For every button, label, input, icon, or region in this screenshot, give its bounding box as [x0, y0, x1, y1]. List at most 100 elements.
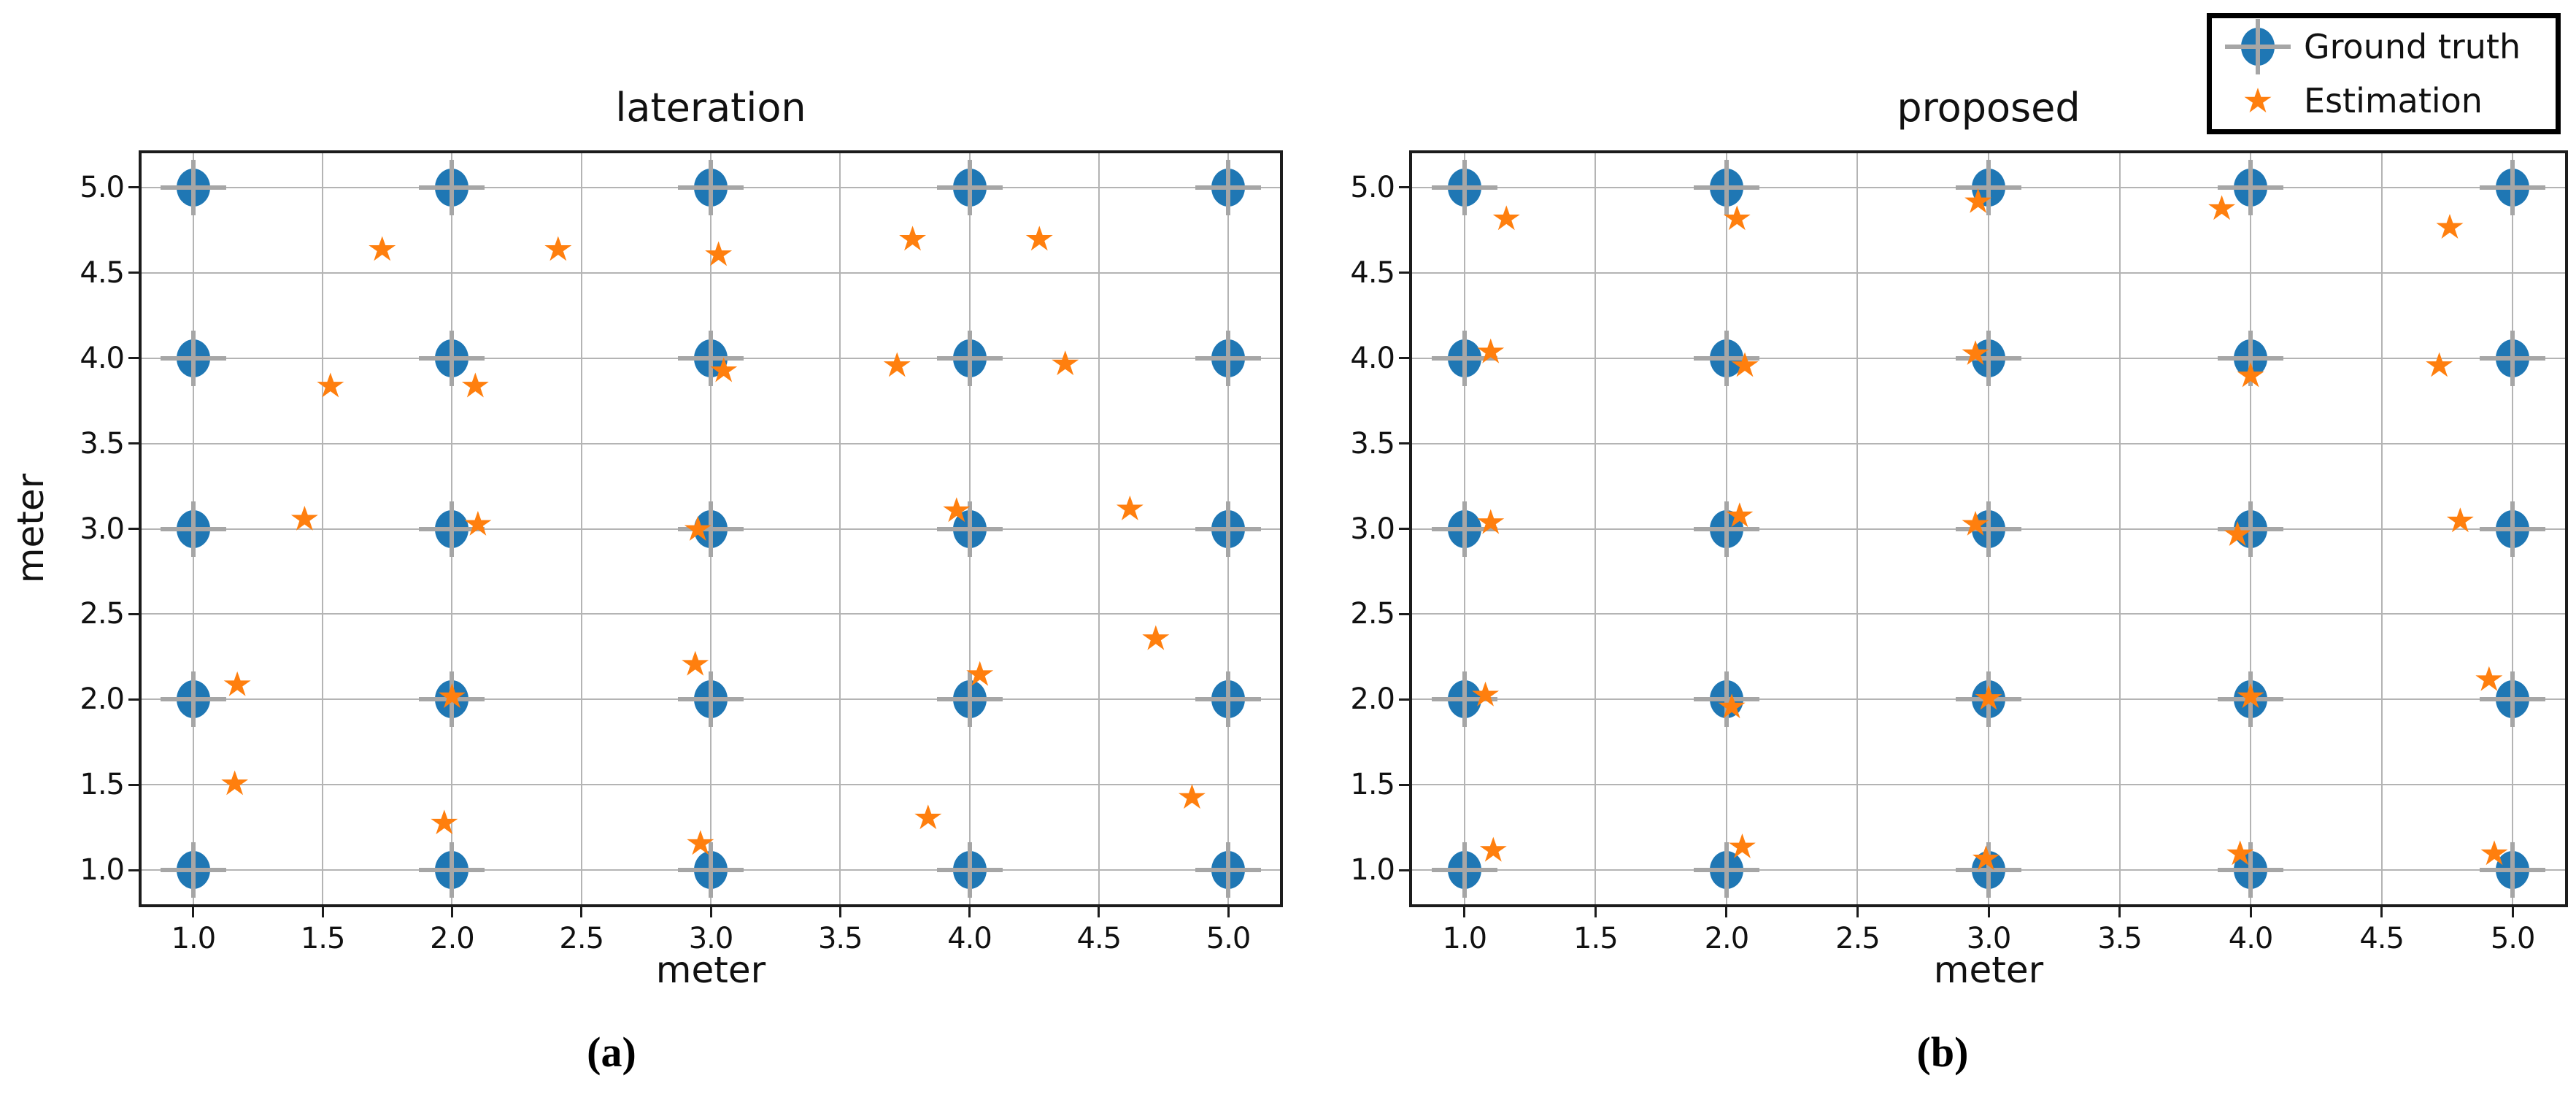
ground-truth-marker	[1956, 841, 2021, 899]
ground-truth-marker	[678, 500, 744, 558]
x-tick-mark	[1227, 907, 1230, 917]
x-tick-mark	[321, 907, 324, 917]
axes-area: 1.0 1.5 2.0 2.5 3.0 3.5 4.0 4.5 5.0 1.0 1.5 2.0 2.5 3…	[1350, 150, 2568, 955]
x-tick-mark	[2511, 907, 2514, 917]
ground-truth-marker	[936, 670, 1003, 728]
estimation-marker	[1142, 625, 1170, 650]
estimation-marker	[2426, 352, 2453, 377]
estimation-marker	[2436, 214, 2464, 239]
x-tick-label: 3.5	[2097, 922, 2143, 955]
y-tick-mark	[1399, 186, 1409, 189]
ground-truth-marker	[1195, 670, 1262, 728]
grid-line-horizontal	[1412, 272, 2565, 274]
y-tick-label: 2.0	[80, 682, 125, 717]
grid-line-horizontal	[1412, 613, 2565, 615]
x-tick-label: 4.5	[2359, 922, 2405, 955]
y-tick-label: 5.0	[1350, 170, 1395, 204]
y-tick-label: 2.5	[80, 597, 125, 631]
y-tick-label: 5.0	[80, 170, 125, 204]
plot-title: proposed	[1897, 85, 2081, 131]
ground-truth-marker-icon	[2212, 19, 2304, 75]
y-tick-label: 4.5	[1350, 255, 1395, 290]
x-tick-label: 5.0	[2490, 922, 2536, 955]
y-tick-mark	[128, 528, 139, 530]
x-axis-label: meter	[655, 949, 766, 991]
estimation-marker	[914, 804, 942, 830]
ground-truth-marker	[160, 329, 226, 388]
grid-line-horizontal	[142, 784, 1280, 786]
ground-truth-marker	[419, 158, 485, 217]
ground-truth-marker	[1431, 329, 1497, 388]
ground-truth-marker	[1431, 670, 1497, 728]
y-tick-mark	[128, 612, 139, 615]
x-tick-mark	[580, 907, 583, 917]
estimation-marker	[431, 809, 458, 835]
estimation-marker	[221, 770, 249, 796]
x-tick-mark	[1856, 907, 1859, 917]
y-tick-mark	[1399, 783, 1409, 786]
grid-line-horizontal	[142, 613, 1280, 615]
grid-line-horizontal	[142, 272, 1280, 274]
ground-truth-marker	[678, 841, 744, 899]
x-tick-mark	[1594, 907, 1597, 917]
x-tick-mark	[709, 907, 712, 917]
estimation-marker	[1178, 784, 1206, 809]
x-tick-mark	[2118, 907, 2121, 917]
plot-title: lateration	[615, 85, 806, 131]
ground-truth-marker	[160, 158, 226, 217]
ground-truth-marker	[936, 329, 1003, 388]
x-tick-label: 2.0	[1704, 922, 1750, 955]
x-tick-label: 2.5	[559, 922, 604, 955]
ground-truth-marker	[1693, 841, 1759, 899]
ground-truth-marker	[2218, 500, 2284, 558]
x-tick-label: 3.5	[817, 922, 863, 955]
x-tick-mark	[450, 907, 453, 917]
y-tick-mark	[1399, 698, 1409, 701]
subfigure-caption-a: (a)	[587, 1028, 636, 1076]
y-tick-label: 1.0	[80, 853, 125, 888]
ground-truth-marker	[1956, 158, 2021, 217]
grid-line-horizontal	[1412, 784, 2565, 786]
y-tick-label: 2.0	[1350, 682, 1395, 717]
estimation-star-icon	[2212, 74, 2304, 127]
y-tick-mark	[128, 357, 139, 360]
x-tick-mark	[1098, 907, 1100, 917]
ground-truth-marker	[2218, 158, 2284, 217]
estimation-marker	[1025, 226, 1053, 251]
y-tick-mark	[1399, 272, 1409, 274]
y-tick-label: 4.5	[80, 255, 125, 290]
legend-label: Estimation	[2304, 80, 2483, 120]
y-tick-mark	[128, 783, 139, 786]
y-tick-label: 3.0	[1350, 512, 1395, 546]
y-tick-label: 1.5	[80, 768, 125, 802]
ground-truth-marker	[2480, 329, 2546, 388]
legend-item-estimation: Estimation	[2212, 74, 2556, 127]
ground-truth-marker	[2480, 670, 2546, 728]
x-tick-label: 4.5	[1076, 922, 1122, 955]
ground-truth-marker	[1693, 329, 1759, 388]
x-tick-label: 2.5	[1835, 922, 1881, 955]
ground-truth-marker	[1956, 329, 2021, 388]
estimation-marker	[899, 226, 927, 251]
axes-area: 1.0 1.5 2.0 2.5 3.0 3.5 4.0 4.5 5.0 1.0 1.5 2.0 2.5 3…	[80, 150, 1283, 955]
ground-truth-marker	[678, 670, 744, 728]
x-tick-label: 1.5	[1573, 922, 1619, 955]
y-tick-mark	[128, 272, 139, 274]
x-tick-mark	[192, 907, 195, 917]
estimation-marker	[1116, 495, 1144, 520]
y-tick-label: 1.0	[1350, 853, 1395, 888]
x-tick-mark	[838, 907, 841, 917]
ground-truth-marker	[1693, 670, 1759, 728]
estimation-marker	[1052, 350, 1079, 376]
ground-truth-marker	[1431, 841, 1497, 899]
y-tick-mark	[128, 869, 139, 871]
estimation-marker	[223, 671, 251, 696]
ground-truth-marker	[1956, 500, 2021, 558]
y-tick-mark	[1399, 869, 1409, 871]
y-tick-label: 3.5	[80, 426, 125, 461]
grid-line-horizontal	[1412, 442, 2565, 444]
y-tick-mark	[128, 186, 139, 189]
ground-truth-marker	[2480, 158, 2546, 217]
x-tick-label: 5.0	[1206, 922, 1252, 955]
